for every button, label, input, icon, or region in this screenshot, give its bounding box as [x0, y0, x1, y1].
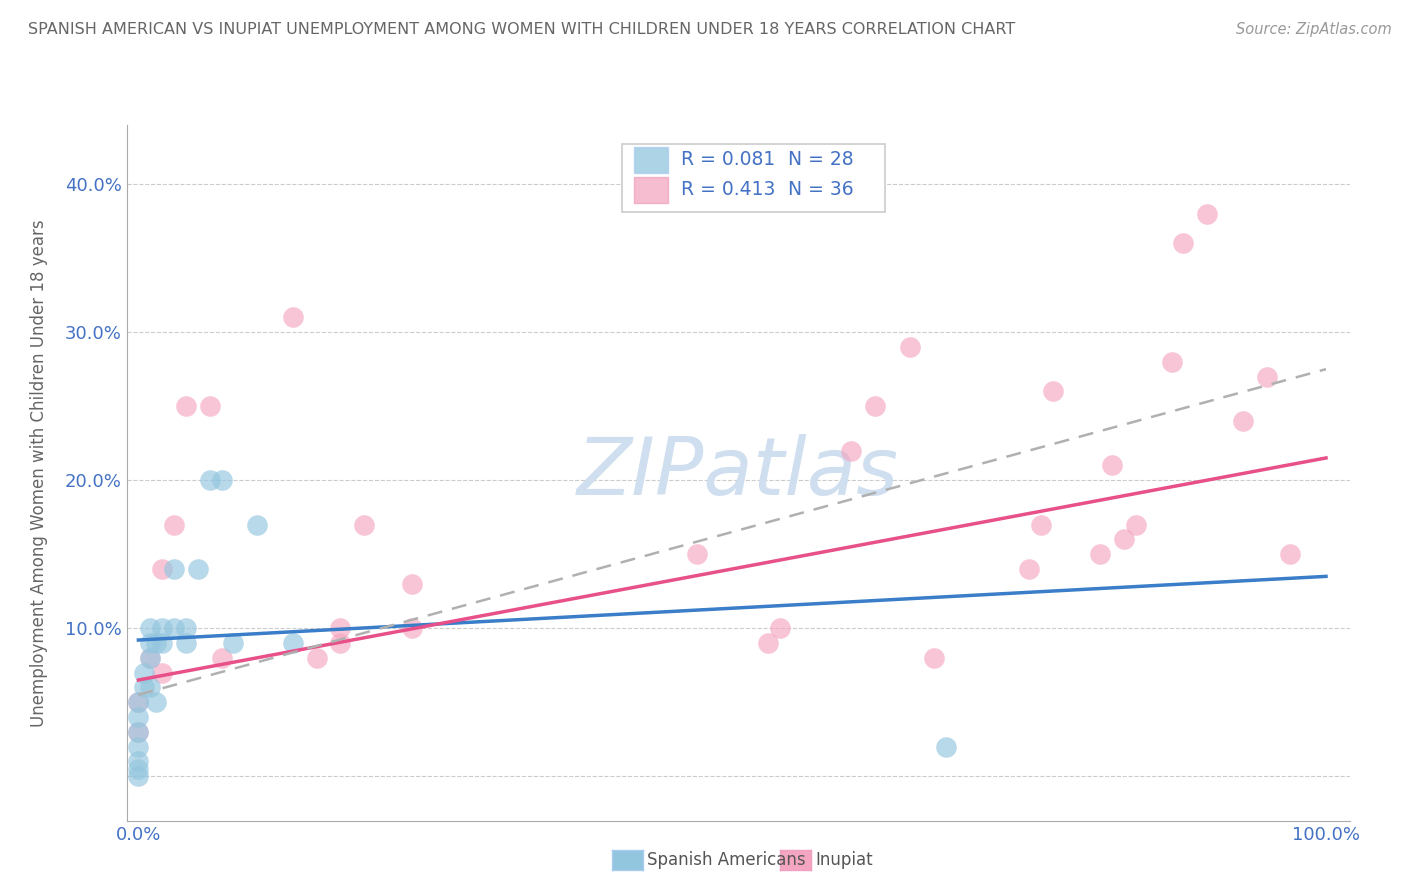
Bar	[634, 146, 668, 173]
Point	[329, 621, 352, 635]
Point	[1125, 517, 1147, 532]
Point	[222, 636, 245, 650]
Point	[246, 517, 269, 532]
FancyBboxPatch shape	[621, 144, 884, 212]
Point	[1279, 547, 1302, 561]
Point	[329, 636, 352, 650]
Point	[187, 562, 209, 576]
Point	[281, 636, 304, 650]
Point	[898, 340, 921, 354]
Point	[127, 769, 149, 783]
Text: ZIPatlas: ZIPatlas	[576, 434, 900, 512]
Text: N = 36: N = 36	[789, 180, 853, 199]
Point	[127, 762, 149, 776]
Point	[1197, 207, 1219, 221]
Point	[139, 621, 162, 635]
Point	[127, 695, 149, 709]
Point	[163, 517, 186, 532]
Point	[150, 665, 173, 680]
Y-axis label: Unemployment Among Women with Children Under 18 years: Unemployment Among Women with Children U…	[30, 219, 48, 727]
Point	[198, 399, 221, 413]
Point	[127, 724, 149, 739]
Point	[1256, 369, 1278, 384]
Point	[685, 547, 707, 561]
Point	[127, 710, 149, 724]
Point	[769, 621, 792, 635]
Point	[211, 650, 233, 665]
Text: Inupiat: Inupiat	[815, 851, 873, 869]
Point	[134, 665, 156, 680]
Point	[139, 650, 162, 665]
Point	[174, 621, 197, 635]
Point	[174, 399, 197, 413]
Point	[1101, 458, 1123, 473]
Point	[922, 650, 945, 665]
Point	[198, 473, 221, 487]
Text: Spanish Americans: Spanish Americans	[647, 851, 806, 869]
Bar	[634, 177, 668, 203]
Point	[401, 621, 423, 635]
Point	[150, 562, 173, 576]
Point	[163, 621, 186, 635]
Point	[305, 650, 328, 665]
Point	[1232, 414, 1254, 428]
Point	[1029, 517, 1052, 532]
Point	[1114, 533, 1136, 547]
Point	[1090, 547, 1112, 561]
Point	[139, 650, 162, 665]
Point	[211, 473, 233, 487]
Point	[150, 636, 173, 650]
Point	[134, 681, 156, 695]
Text: N = 28: N = 28	[789, 150, 853, 169]
Point	[127, 724, 149, 739]
Point	[1160, 355, 1182, 369]
Point	[401, 576, 423, 591]
Text: Source: ZipAtlas.com: Source: ZipAtlas.com	[1236, 22, 1392, 37]
Point	[281, 310, 304, 325]
Point	[127, 755, 149, 769]
Point	[353, 517, 375, 532]
Point	[174, 636, 197, 650]
Point	[127, 695, 149, 709]
Point	[145, 695, 167, 709]
Point	[935, 739, 957, 754]
Point	[1042, 384, 1064, 399]
Point	[163, 562, 186, 576]
Point	[1018, 562, 1040, 576]
Point	[127, 739, 149, 754]
Point	[145, 636, 167, 650]
Text: R = 0.081: R = 0.081	[681, 150, 775, 169]
Point	[139, 681, 162, 695]
Point	[1173, 236, 1195, 251]
Point	[756, 636, 779, 650]
Point	[150, 621, 173, 635]
Point	[839, 443, 862, 458]
Text: R = 0.413: R = 0.413	[681, 180, 775, 199]
Text: SPANISH AMERICAN VS INUPIAT UNEMPLOYMENT AMONG WOMEN WITH CHILDREN UNDER 18 YEAR: SPANISH AMERICAN VS INUPIAT UNEMPLOYMENT…	[28, 22, 1015, 37]
Point	[139, 636, 162, 650]
Point	[863, 399, 886, 413]
